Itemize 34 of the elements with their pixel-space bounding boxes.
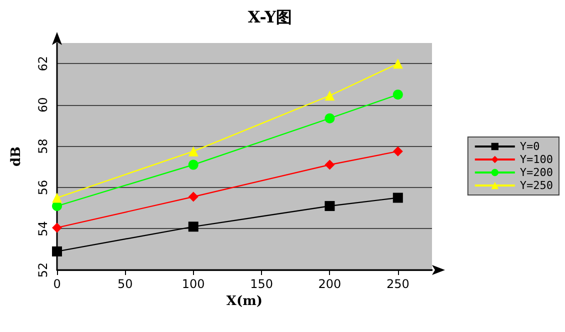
point [52, 192, 62, 203]
y-tick-label: 58 [36, 138, 50, 154]
point [52, 222, 62, 233]
x-tick-label: 100 [182, 277, 205, 291]
y-tick-label: 60 [36, 97, 50, 113]
point [188, 192, 198, 202]
x-axis-title: X(m) [226, 294, 263, 309]
legend-label: Y=0 [520, 140, 540, 153]
point [324, 201, 335, 212]
point [52, 246, 62, 256]
point [392, 58, 403, 69]
point [392, 146, 403, 156]
point [188, 146, 198, 156]
y-tick-label: 52 [36, 262, 50, 278]
y-axis-title: dB [9, 146, 24, 167]
point [188, 222, 198, 232]
point [324, 113, 335, 124]
x-tick-label: 250 [386, 277, 410, 291]
x-tick-label: 50 [118, 277, 133, 291]
point [392, 192, 403, 203]
point [324, 90, 335, 101]
point [324, 160, 335, 170]
y-tick-label: 62 [36, 56, 50, 72]
y-tick-label: 56 [36, 180, 50, 196]
point [188, 160, 198, 170]
legend-label: Y=100 [520, 153, 554, 166]
legend-label: Y=200 [520, 166, 554, 179]
x-tick-label: 0 [53, 277, 61, 291]
y-tick-label: 54 [36, 221, 50, 236]
x-tick-label: 150 [250, 277, 273, 291]
chart-title: X-Y图 [248, 8, 292, 26]
legend-label: Y=250 [520, 179, 554, 192]
point [392, 90, 403, 100]
x-tick-label: 200 [318, 277, 342, 291]
